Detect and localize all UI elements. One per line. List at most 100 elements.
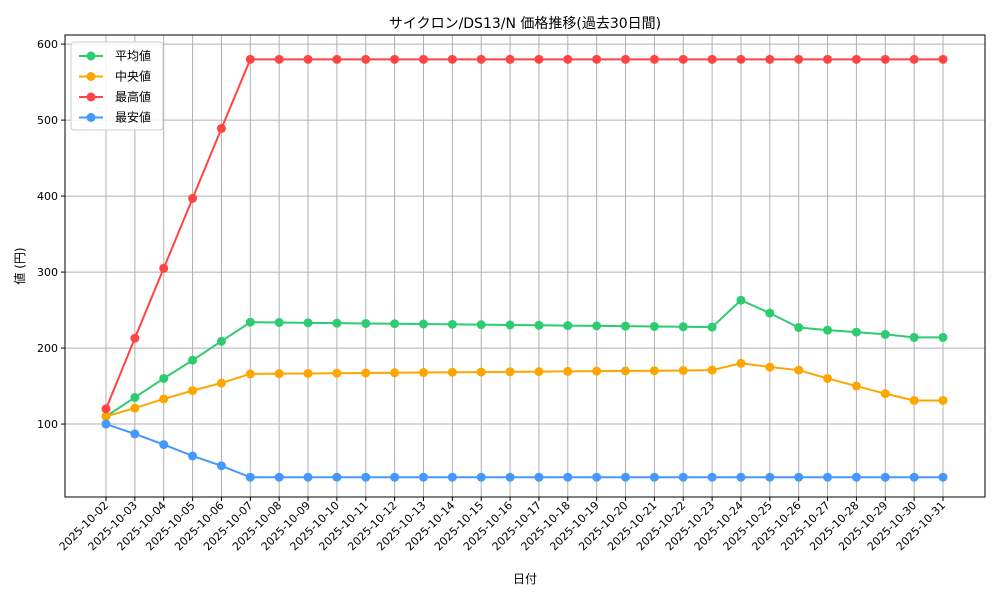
data-point [736,295,746,305]
data-point [707,472,717,482]
data-point [938,54,948,64]
data-point [418,54,428,64]
data-point [476,472,486,482]
legend-label: 平均値 [115,48,151,63]
data-point [390,472,400,482]
data-point [216,378,226,388]
data-point [851,327,861,337]
series-line [105,362,943,418]
data-point [274,472,284,482]
y-tick-label: 600 [37,38,58,51]
data-point [418,472,428,482]
data-point [303,318,313,328]
data-point [216,461,226,471]
data-point [736,54,746,64]
data-point [361,318,371,328]
data-point [909,54,919,64]
data-point [592,472,602,482]
y-tick-label: 300 [37,266,58,279]
data-point [678,54,688,64]
data-point [332,54,342,64]
legend-label: 最安値 [115,110,151,125]
data-point [188,193,198,203]
data-point [678,322,688,332]
data-point [563,366,573,376]
data-point [361,472,371,482]
data-point [418,368,428,378]
series-平均値 [101,295,948,421]
data-point [274,54,284,64]
data-point [938,395,948,405]
data-point [390,319,400,329]
y-tick-label: 400 [37,190,58,203]
data-point [447,367,457,377]
data-point [390,368,400,378]
data-point [245,369,255,379]
data-point [390,54,400,64]
y-tick-label: 200 [37,342,58,355]
data-point [361,54,371,64]
data-point [880,329,890,339]
data-point [621,366,631,376]
data-point [216,336,226,346]
data-point [909,472,919,482]
data-point [707,322,717,332]
data-point [909,395,919,405]
data-point [823,373,833,383]
data-point [765,472,775,482]
data-point [505,320,515,330]
data-point [505,54,515,64]
data-point [130,333,140,343]
data-point [332,368,342,378]
data-point [880,472,890,482]
data-point [505,472,515,482]
data-point [274,318,284,328]
y-tick-label: 500 [37,114,58,127]
data-point [649,54,659,64]
data-point [188,386,198,396]
data-point [794,472,804,482]
series-group [101,54,948,482]
data-point [649,472,659,482]
data-point [130,429,140,439]
data-point [505,367,515,377]
data-point [592,366,602,376]
data-point [707,365,717,375]
data-point [188,355,198,365]
data-point [563,321,573,331]
data-point [621,472,631,482]
data-point [938,332,948,342]
data-point [621,54,631,64]
data-point [303,472,313,482]
series-最安値 [101,419,948,482]
data-point [794,365,804,375]
data-point [736,472,746,482]
data-point [851,381,861,391]
data-point [216,123,226,133]
data-point [476,367,486,377]
data-point [159,263,169,273]
data-point [447,319,457,329]
data-point [418,319,428,329]
data-point [823,472,833,482]
data-point [447,472,457,482]
data-point [188,451,198,461]
data-point [245,317,255,327]
data-point [303,368,313,378]
data-point [476,54,486,64]
data-point [159,394,169,404]
axes: 2025-10-022025-10-032025-10-042025-10-05… [37,38,948,553]
legend-label: 中央値 [115,69,151,84]
x-axis-label: 日付 [513,572,537,586]
data-point [794,54,804,64]
legend-label: 最高値 [115,89,151,104]
data-point [563,472,573,482]
data-point [851,472,861,482]
data-point [332,318,342,328]
data-point [736,358,746,368]
chart-title: サイクロン/DS13/N 価格推移(過去30日間) [389,16,661,32]
data-point [101,404,111,414]
data-point [447,54,457,64]
data-point [534,54,544,64]
